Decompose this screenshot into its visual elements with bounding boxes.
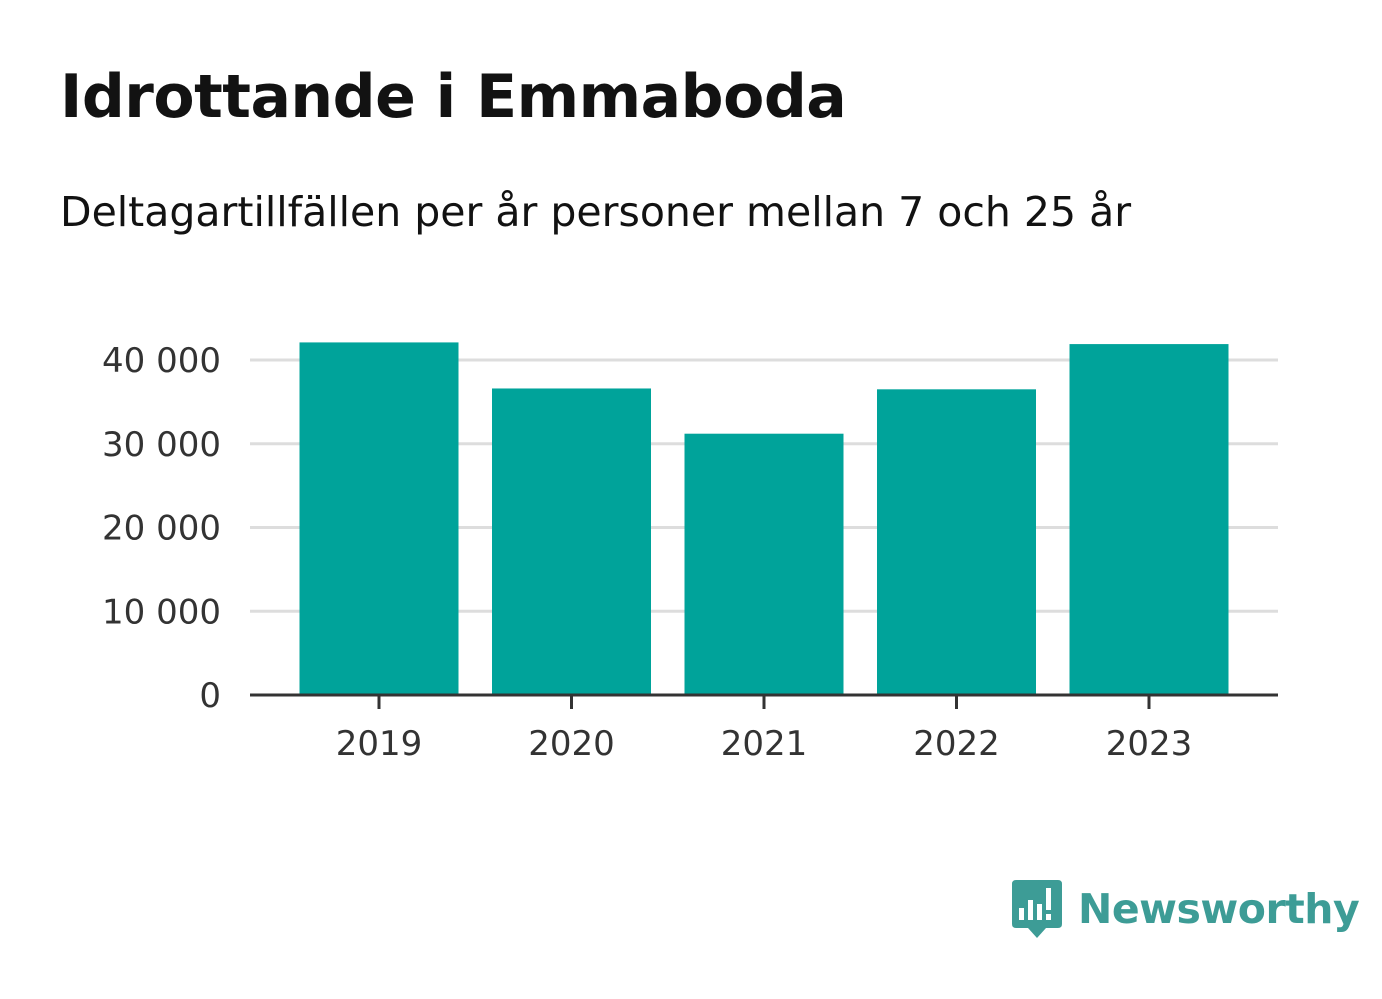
bars [300, 342, 1229, 695]
y-tick-label: 20 000 [102, 509, 221, 549]
x-tick-label: 2023 [1106, 724, 1193, 764]
bar-chart: 0 10 000 20 000 30 000 40 000 2019 2020 2021 202… [0, 0, 1382, 800]
brand-name: Newsworthy [1078, 885, 1359, 933]
y-tick-label: 0 [199, 676, 221, 716]
bar-2023 [1070, 344, 1229, 695]
y-tick-label: 30 000 [102, 425, 221, 465]
y-tick-label: 10 000 [102, 592, 221, 632]
x-tick-label: 2019 [336, 724, 423, 764]
x-tick-label: 2021 [721, 724, 808, 764]
bar-2021 [685, 434, 844, 695]
bar-2019 [300, 342, 459, 695]
x-tick-label: 2022 [913, 724, 1000, 764]
newsworthy-chat-chart-icon [1010, 878, 1064, 940]
x-tick-label: 2020 [528, 724, 615, 764]
y-tick-label: 40 000 [102, 341, 221, 381]
bar-2020 [492, 388, 651, 695]
bar-2022 [877, 389, 1036, 695]
newsworthy-logo: Newsworthy [1010, 878, 1359, 940]
